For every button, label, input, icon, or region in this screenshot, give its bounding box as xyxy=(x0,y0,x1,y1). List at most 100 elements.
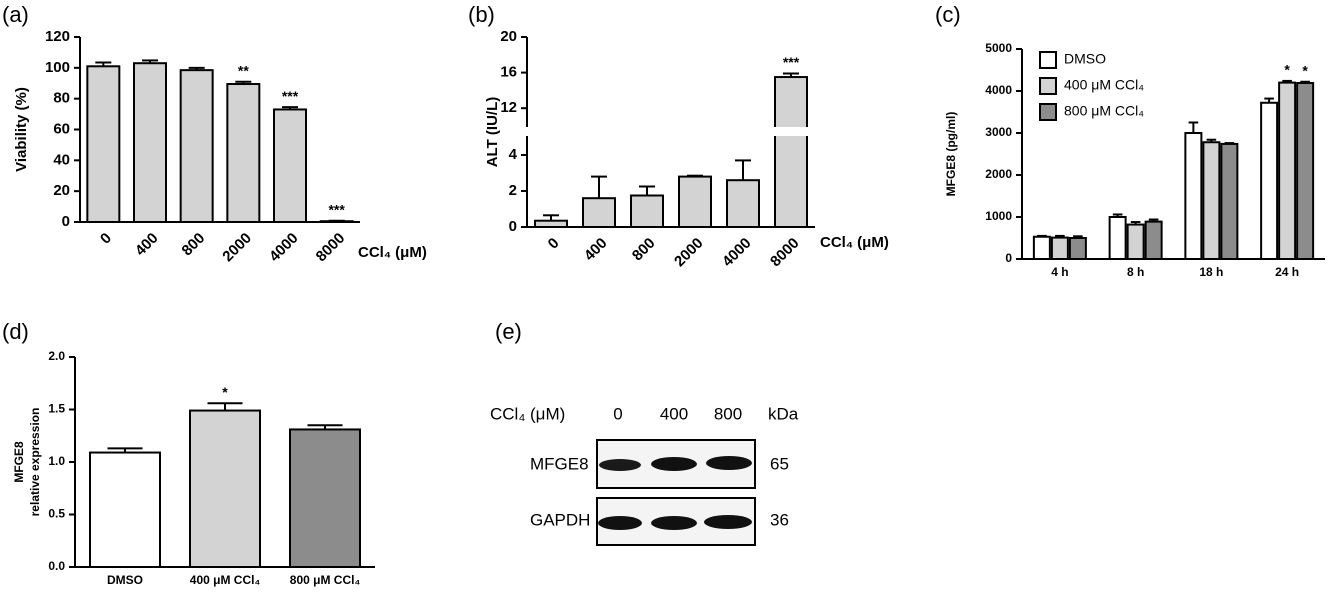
y-tick-label: 0.5 xyxy=(48,507,65,521)
annotation: *** xyxy=(282,88,299,104)
panel-label: (e) xyxy=(495,319,522,344)
bar xyxy=(1108,216,1127,260)
lane-label: 800 xyxy=(714,404,742,423)
y-tick-label: 0 xyxy=(62,213,70,230)
annotation: * xyxy=(1284,62,1290,78)
y-axis-label: relative expression xyxy=(28,408,42,517)
bar xyxy=(133,62,167,224)
y-tick-label: 12 xyxy=(500,99,517,116)
bar xyxy=(1220,142,1239,260)
panel-label: (b) xyxy=(468,2,495,27)
bar xyxy=(319,220,354,224)
bar xyxy=(726,179,760,228)
x-tick-label: 8000 xyxy=(313,230,349,266)
bar xyxy=(1260,101,1279,261)
bar xyxy=(1126,223,1145,260)
row-label: MFGE8 xyxy=(530,454,589,473)
panel-label: (c) xyxy=(935,2,961,27)
y-tick-label: 100 xyxy=(45,59,70,76)
x-tick-label: 2000 xyxy=(671,235,707,271)
lane-label: 0 xyxy=(613,404,622,423)
y-tick-label: 3000 xyxy=(985,125,1012,139)
x-tick-label: 8 h xyxy=(1127,265,1144,279)
x-tick-label: 0 xyxy=(97,230,115,248)
bar xyxy=(630,194,664,228)
band xyxy=(599,459,641,471)
bar xyxy=(1184,132,1203,260)
bar xyxy=(1050,236,1069,261)
x-tick-label: 0 xyxy=(545,235,563,253)
x-tick-label: 400 xyxy=(581,235,611,265)
annotation: * xyxy=(222,384,228,400)
bar xyxy=(1144,220,1163,260)
x-axis-label: CCl₄ (μM) xyxy=(820,234,889,251)
x-tick-label: 800 μM CCl₄ xyxy=(290,573,361,587)
annotation: ** xyxy=(238,62,249,78)
annotation: * xyxy=(1302,62,1308,78)
legend-label: 800 μM CCl₄ xyxy=(1064,103,1144,119)
y-axis-label: MFGE8 xyxy=(12,441,26,483)
band xyxy=(706,456,752,470)
y-tick-label: 40 xyxy=(53,151,70,168)
axis-break xyxy=(519,127,817,136)
x-tick-label: 18 h xyxy=(1199,265,1223,279)
annotation: *** xyxy=(783,54,800,70)
legend-label: DMSO xyxy=(1064,51,1106,67)
bar xyxy=(226,83,261,224)
band xyxy=(651,516,697,530)
y-tick-label: 20 xyxy=(500,28,517,45)
y-tick-label: 1.0 xyxy=(48,454,65,468)
annotation: *** xyxy=(328,201,345,217)
y-tick-label: 0 xyxy=(1005,251,1012,265)
y-tick-label: 5000 xyxy=(985,41,1012,55)
band xyxy=(651,457,697,471)
bar xyxy=(273,108,307,223)
y-tick-label: 60 xyxy=(53,120,70,137)
bar xyxy=(179,69,214,224)
band xyxy=(598,516,642,530)
bar xyxy=(189,409,261,568)
lane-label: 400 xyxy=(660,404,688,423)
y-tick-label: 16 xyxy=(500,64,517,81)
x-tick-label: 400 μM CCl₄ xyxy=(190,573,261,587)
y-tick-label: 1000 xyxy=(985,209,1012,223)
bar xyxy=(1202,141,1221,261)
legend-label: 400 μM CCl₄ xyxy=(1064,77,1144,93)
x-tick-label: 4 h xyxy=(1051,265,1068,279)
y-tick-label: 0 xyxy=(509,218,517,235)
panel-label: (d) xyxy=(2,319,29,344)
legend-swatch xyxy=(1039,77,1057,95)
y-tick-label: 120 xyxy=(45,28,70,45)
y-tick-label: 0.0 xyxy=(48,559,65,573)
y-tick-label: 4000 xyxy=(985,83,1012,97)
x-tick-label: 24 h xyxy=(1275,265,1299,279)
blot-panel: (e) CCl₄ (μM) 0 400 800 kDa MFGE8 GAPDH … xyxy=(490,319,799,546)
legend-swatch xyxy=(1039,51,1057,69)
y-tick-label: 20 xyxy=(53,182,70,199)
bar xyxy=(86,65,121,223)
y-tick-label: 80 xyxy=(53,90,70,107)
bar xyxy=(774,76,808,228)
x-tick-label: 400 xyxy=(132,230,162,260)
x-axis-label: CCl₄ (μM) xyxy=(358,244,427,261)
legend-swatch xyxy=(1039,103,1057,121)
y-tick-label: 4 xyxy=(509,146,518,163)
blot-header: CCl₄ (μM) xyxy=(490,404,565,423)
row-size: 65 xyxy=(770,454,789,473)
bar xyxy=(534,219,568,228)
x-tick-label: 4000 xyxy=(719,235,755,271)
panel-label: (a) xyxy=(2,2,29,27)
y-tick-label: 2000 xyxy=(985,167,1012,181)
y-tick-label: 2 xyxy=(509,182,517,199)
bar xyxy=(1296,82,1315,260)
bar xyxy=(582,197,616,228)
band xyxy=(704,515,752,529)
y-tick-label: 1.5 xyxy=(48,402,65,416)
bar xyxy=(678,175,712,229)
y-axis-label: ALT (IU/L) xyxy=(484,97,501,168)
blot-unit: kDa xyxy=(768,404,799,423)
bar xyxy=(1032,235,1051,261)
bar xyxy=(1278,81,1297,260)
y-tick-label: 2.0 xyxy=(48,349,65,363)
